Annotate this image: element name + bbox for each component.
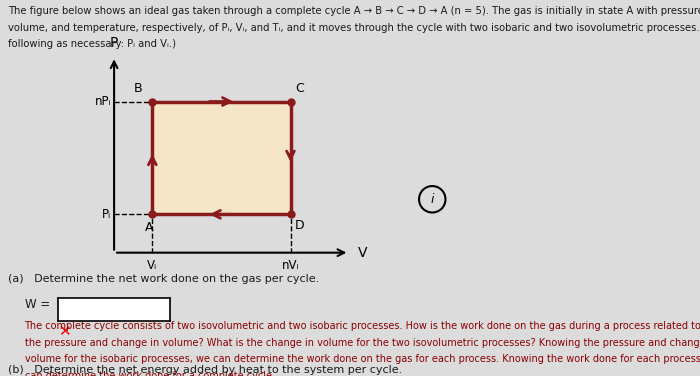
Text: Pᵢ: Pᵢ <box>102 208 111 221</box>
Text: The complete cycle consists of two isovolumetric and two isobaric processes. How: The complete cycle consists of two isovo… <box>25 321 700 331</box>
Text: nVᵢ: nVᵢ <box>281 259 300 273</box>
Text: Vᵢ: Vᵢ <box>147 259 158 273</box>
Text: the pressure and change in volume? What is the change in volume for the two isov: the pressure and change in volume? What … <box>25 338 700 348</box>
Text: The figure below shows an ideal gas taken through a complete cycle A → B → C → D: The figure below shows an ideal gas take… <box>8 6 700 16</box>
Text: i: i <box>430 193 434 206</box>
Text: (a)   Determine the net work done on the gas per cycle.: (a) Determine the net work done on the g… <box>8 274 320 285</box>
Text: B: B <box>134 82 142 95</box>
Text: A: A <box>145 221 153 234</box>
Text: following as necessary: Pᵢ and Vᵢ.): following as necessary: Pᵢ and Vᵢ.) <box>8 39 176 50</box>
Text: volume for the isobaric processes, we can determine the work done on the gas for: volume for the isobaric processes, we ca… <box>25 354 700 364</box>
Text: D: D <box>295 219 304 232</box>
Text: ✕: ✕ <box>58 324 71 339</box>
Text: P: P <box>110 36 118 50</box>
Polygon shape <box>153 102 290 214</box>
Text: W =: W = <box>25 298 50 311</box>
Text: nPᵢ: nPᵢ <box>94 95 111 108</box>
Text: volume, and temperature, respectively, of Pᵢ, Vᵢ, and Tᵢ, and it moves through t: volume, and temperature, respectively, o… <box>8 23 700 33</box>
Text: can determine the work done for a complete cycle.: can determine the work done for a comple… <box>25 371 274 376</box>
Text: (b)   Determine the net energy added by heat to the system per cycle.: (b) Determine the net energy added by he… <box>8 365 402 375</box>
Text: V: V <box>358 246 368 260</box>
Text: C: C <box>295 82 304 95</box>
